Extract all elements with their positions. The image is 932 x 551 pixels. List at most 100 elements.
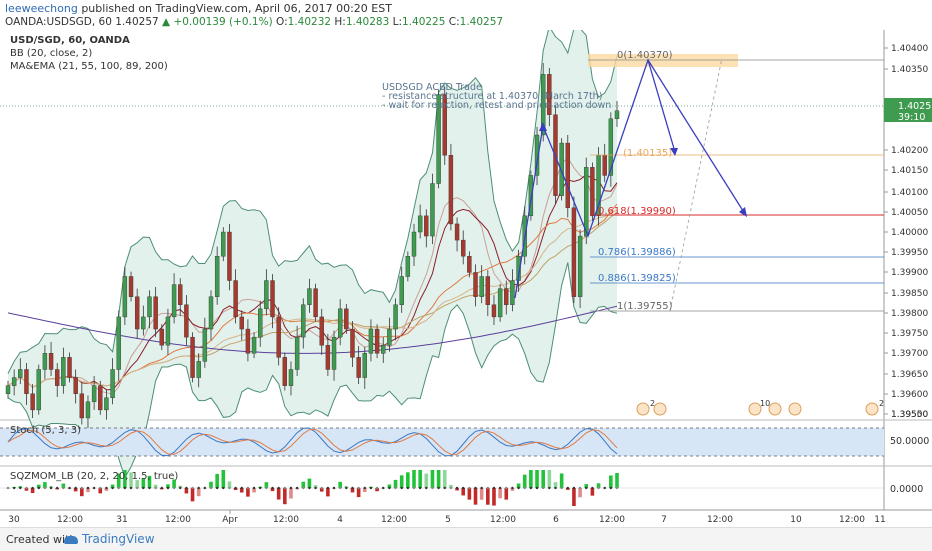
sqz-dot: [240, 486, 243, 490]
stoch-d-line: [7, 428, 618, 455]
open-value: 1.40232: [287, 16, 332, 28]
candle-body: [85, 401, 91, 419]
sqz-dot: [111, 486, 114, 490]
candle-body: [208, 296, 214, 330]
event-icons[interactable]: 2 10 2: [636, 399, 884, 416]
stoch-level: 50.0000: [890, 436, 929, 447]
sqz-bar: [399, 475, 404, 488]
candle-body: [221, 231, 226, 257]
ohlc-line: OANDA:USDSGD, 60 1.40257 ▲ +0.00139 (+0.…: [5, 16, 503, 28]
candle-body: [307, 288, 312, 305]
sqz-bar: [246, 488, 250, 497]
price-tick: 1.39550: [891, 410, 928, 420]
sqz-dot: [37, 486, 40, 490]
candle-body: [110, 369, 115, 398]
sqz-dot: [179, 486, 182, 490]
candle-body: [178, 284, 183, 305]
sqz-dot: [578, 486, 582, 490]
candle-body: [171, 284, 177, 318]
sqz-dot: [308, 486, 311, 490]
sqz-bar: [510, 488, 515, 491]
sqz-dot: [572, 486, 576, 490]
chart-svg[interactable]: 0(1.40370) (1.40135) 0.618(1.39990) 0.78…: [0, 30, 932, 527]
annotation-line-1: - resistance structure at 1.40370 (March…: [382, 91, 602, 102]
sqz-label: SQZMOM_LB (20, 2, 20, 1.5, true): [10, 471, 178, 482]
sqz-dot: [400, 486, 403, 490]
candle-body: [301, 304, 306, 338]
sqz-dot: [265, 486, 268, 490]
sqz-bar: [172, 479, 176, 488]
sqz-bar: [80, 488, 84, 497]
time-tick: 10: [790, 515, 802, 525]
candle-body: [448, 155, 454, 225]
sqz-bar: [572, 488, 576, 506]
price-axis[interactable]: 1.404001.403501.403001.402001.401501.401…: [884, 44, 928, 420]
candle-body: [417, 215, 423, 233]
candle-body: [233, 280, 238, 318]
sqz-bar: [123, 470, 127, 488]
sqz-dot: [25, 486, 28, 490]
time-tick: 12:00: [165, 515, 191, 525]
candle-body: [399, 276, 404, 305]
price-tick: 1.39850: [891, 289, 928, 299]
sqz-dot: [49, 486, 53, 490]
sqz-dot: [203, 486, 207, 490]
sqz-dot: [332, 486, 336, 490]
tradingview-logo[interactable]: TradingView: [64, 532, 155, 546]
ma-200-line: [7, 305, 618, 354]
sqz-bar: [184, 488, 189, 494]
candle-body: [141, 316, 146, 330]
sqz-dot: [591, 486, 594, 490]
sqz-dot: [123, 486, 127, 490]
sqz-bar: [116, 473, 121, 488]
legend-bb: BB (20, close, 2): [10, 48, 92, 59]
candle-body: [325, 345, 331, 370]
sqz-dot: [197, 486, 200, 490]
sqz-bar: [289, 488, 293, 499]
sqz-bar: [479, 488, 484, 500]
sqz-bar: [498, 488, 502, 499]
sqz-bar: [264, 482, 269, 488]
close-value: 1.40257: [459, 16, 504, 28]
candle-body: [196, 361, 201, 378]
sqz-dot: [480, 486, 483, 490]
sqz-bar: [24, 488, 29, 491]
candle-body: [251, 336, 257, 354]
candle-body: [547, 74, 552, 115]
brand-text: TradingView: [82, 532, 155, 546]
sqz-dot: [338, 486, 342, 490]
sqz-dot: [43, 486, 47, 490]
sqz-bar: [270, 488, 275, 492]
sqz-dot: [228, 486, 231, 490]
sqz-dot: [382, 486, 385, 490]
event-count-2: 10: [760, 399, 770, 408]
candle-body: [294, 336, 300, 370]
annotation-title: USDSGD ACBD Trade: [382, 82, 482, 93]
candle-body: [577, 235, 583, 297]
sqz-bar: [609, 475, 613, 488]
time-tick: 11: [874, 515, 885, 525]
candle-body: [270, 280, 275, 318]
legend-ma: MA&EMA (21, 55, 100, 89, 200): [10, 61, 168, 72]
candle-body: [497, 288, 503, 318]
candle-body: [36, 369, 41, 411]
sqz-bar: [196, 488, 201, 497]
sqz-bar: [504, 488, 509, 500]
sqz-dot: [105, 486, 108, 490]
sqz-dot: [62, 486, 65, 490]
sqz-dot: [129, 486, 133, 490]
candle-body: [411, 231, 417, 257]
sqz-dot: [142, 486, 145, 490]
sqz-dot: [363, 486, 366, 490]
sqz-dot: [326, 486, 330, 490]
price-tick: 1.39700: [891, 349, 928, 359]
candle-body: [147, 296, 152, 318]
countdown-text: 39:10: [898, 112, 925, 123]
sqz-bar: [153, 484, 158, 488]
sqz-dot: [234, 486, 237, 490]
time-axis[interactable]: 30 12:00 31 12:00 Apr 12:00 4 12:00 5 12:00 6 12:00…: [8, 510, 886, 525]
author-link[interactable]: leeweechong: [5, 2, 78, 15]
candle-body: [276, 316, 281, 358]
sqz-bar: [406, 472, 410, 488]
sqz-dot: [289, 486, 293, 490]
